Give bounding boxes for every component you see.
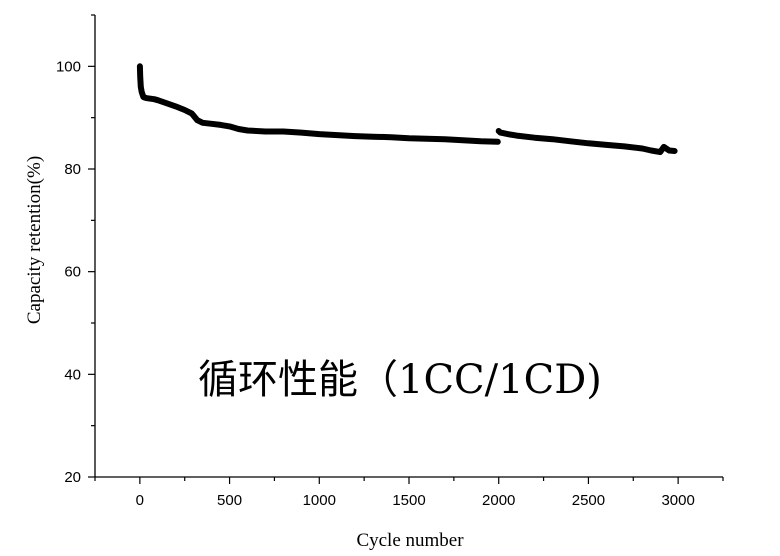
y-tick-label: 80: [64, 161, 81, 178]
x-tick-label: 2000: [482, 492, 515, 509]
y-tick-label: 60: [64, 264, 81, 281]
y-axis-title: Capacity retention(%): [24, 156, 45, 324]
ticks: 0 500 1000 1500 2000 2500 3000 20 40 60 80 100: [56, 14, 724, 509]
y-tick-label: 40: [64, 366, 81, 383]
x-tick-label: 0: [136, 492, 144, 509]
y-tick-label: 20: [64, 469, 81, 486]
y-tick-label: 100: [56, 58, 81, 75]
x-tick-label: 2500: [572, 492, 605, 509]
chart-annotation: 循环性能（1CC/1CD): [198, 357, 602, 403]
x-tick-label: 1000: [303, 492, 336, 509]
axes: [94, 15, 723, 478]
x-axis-title: Cycle number: [356, 530, 464, 551]
x-tick-label: 3000: [661, 492, 694, 509]
x-tick-label: 500: [217, 492, 242, 509]
x-tick-label: 1500: [392, 492, 425, 509]
series-line: [136, 63, 678, 156]
